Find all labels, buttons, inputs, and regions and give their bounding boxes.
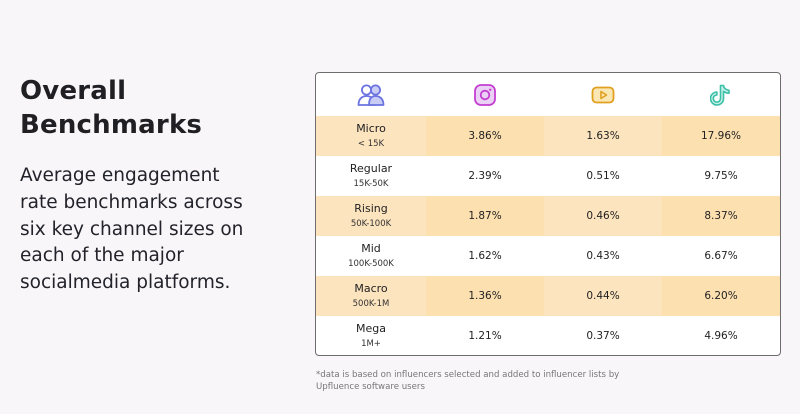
channel-size-range: < 15K: [357, 139, 385, 149]
channel-size-name: Micro: [356, 122, 386, 135]
tiktok-rate: 4.96%: [704, 330, 738, 342]
youtube-rate: 1.63%: [586, 130, 620, 142]
channel-size-cell: Rising 50K-100K: [316, 196, 426, 236]
table-row: Micro < 15K 3.86% 1.63% 17.96%: [316, 116, 780, 156]
channel-size-name: Mid: [361, 242, 381, 255]
tiktok-rate: 9.75%: [704, 170, 738, 182]
table-row: Mid 100K-500K 1.62% 0.43% 6.67%: [316, 236, 780, 276]
page-description: Average engagement rate benchmarks acros…: [20, 165, 244, 294]
youtube-rate: 0.51%: [586, 170, 620, 182]
channel-size-cell: Macro 500K-1M: [316, 276, 426, 316]
table-row: Mega 1M+ 1.21% 0.37% 4.96%: [316, 316, 780, 355]
instagram-rate: 1.36%: [426, 276, 544, 316]
users-icon: [316, 73, 426, 116]
instagram-rate: 1.21%: [468, 330, 502, 342]
instagram-rate: 1.87%: [426, 196, 544, 236]
tiktok-rate: 6.67%: [704, 250, 738, 262]
channel-size-name: Macro: [354, 282, 388, 295]
channel-size-range: 500K-1M: [352, 299, 390, 309]
tiktok-icon: [662, 73, 780, 116]
youtube-rate: 0.44%: [586, 290, 620, 302]
youtube-rate: 0.43%: [586, 250, 620, 262]
youtube-rate: 0.37%: [586, 330, 620, 342]
channel-size-cell: Mega 1M+: [316, 316, 426, 355]
instagram-rate: 2.39%: [468, 170, 502, 182]
tiktok-rate: 6.20%: [662, 276, 780, 316]
channel-size-range: 100K-500K: [348, 259, 394, 269]
table-header-row: [316, 73, 780, 116]
table-row: Regular 15K-50K 2.39% 0.51% 9.75%: [316, 156, 780, 196]
footnote: *data is based on influencers selected a…: [316, 370, 620, 392]
instagram-icon: [426, 73, 544, 116]
channel-size-cell: Regular 15K-50K: [316, 156, 426, 196]
channel-size-cell: Mid 100K-500K: [316, 236, 426, 276]
instagram-rate: 3.86%: [426, 116, 544, 156]
channel-size-name: Rising: [354, 202, 388, 215]
benchmark-table: Micro < 15K 3.86% 1.63% 17.96% Regular 1…: [315, 72, 781, 356]
page-title: Overall Benchmarks: [20, 76, 203, 140]
channel-size-name: Regular: [349, 162, 393, 175]
tiktok-rate: 8.37%: [662, 196, 780, 236]
youtube-icon: [544, 73, 662, 116]
channel-size-name: Mega: [356, 322, 386, 335]
channel-size-range: 15K-50K: [353, 179, 389, 189]
tiktok-rate: 17.96%: [662, 116, 780, 156]
table-row: Macro 500K-1M 1.36% 0.44% 6.20%: [316, 276, 780, 316]
table-row: Rising 50K-100K 1.87% 0.46% 8.37%: [316, 196, 780, 236]
channel-size-range: 50K-100K: [350, 219, 392, 229]
channel-size-range: 1M+: [361, 339, 381, 349]
youtube-rate: 0.46%: [586, 210, 620, 222]
channel-size-cell: Micro < 15K: [316, 116, 426, 156]
instagram-rate: 1.62%: [468, 250, 502, 262]
